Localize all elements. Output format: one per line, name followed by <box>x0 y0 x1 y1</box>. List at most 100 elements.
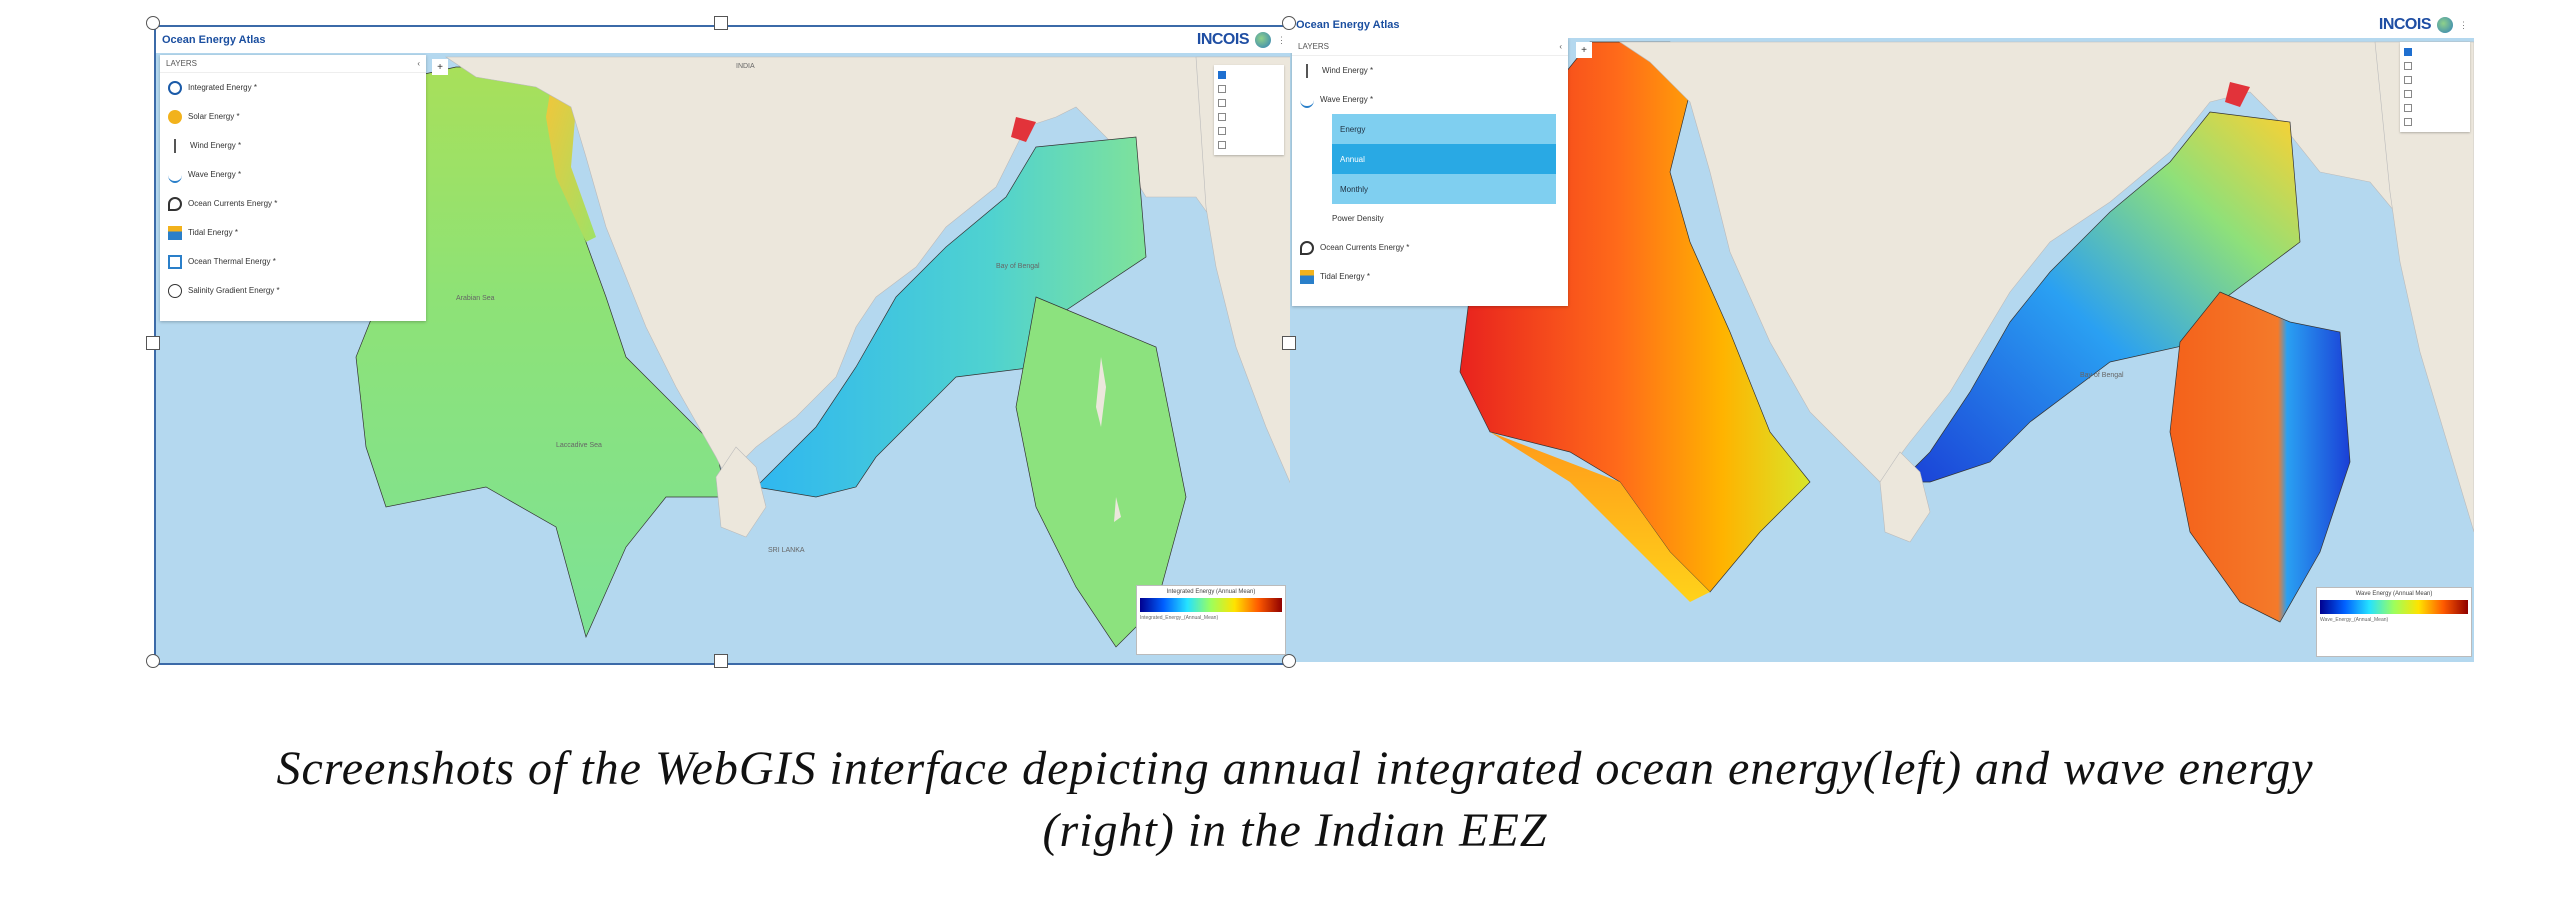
layer-wind-energy[interactable]: Wind Energy * <box>1292 56 1568 85</box>
basemap-option[interactable] <box>2404 73 2466 87</box>
left-layers-panel: LAYERS ‹ Integrated Energy * Solar Energ… <box>160 55 426 321</box>
wave-energy-map <box>1290 12 2474 662</box>
figure-caption: Screenshots of the WebGIS interface depi… <box>60 738 2530 862</box>
wave-icon <box>168 167 182 183</box>
integrated-energy-map <box>156 27 1292 663</box>
resize-handle-top-left[interactable] <box>146 16 160 30</box>
submenu-annual[interactable]: Annual <box>1332 144 1556 174</box>
legend-title: Wave Energy (Annual Mean) <box>2355 591 2433 597</box>
place-label-arabian-sea: Arabian Sea <box>456 295 495 302</box>
left-app-header: Ocean Energy Atlas INCOIS ⋮ <box>156 27 1292 53</box>
nicobar-islands <box>1114 497 1121 522</box>
layer-label: Integrated Energy * <box>188 83 257 92</box>
andaman-eez-region <box>2169 291 2351 623</box>
layer-integrated-energy[interactable]: Integrated Energy * <box>160 73 426 102</box>
right-layers-panel: LAYERS ‹ Wind Energy * Wave Energy * Ene… <box>1292 38 1568 306</box>
right-webgis-screenshot: Ocean Energy Atlas INCOIS ⋮ LAYERS ‹ Win… <box>1290 12 2474 662</box>
basemap-option[interactable] <box>1218 82 1280 96</box>
layer-label: Tidal Energy * <box>1320 272 1370 281</box>
bengal-delta-marker <box>2225 82 2250 107</box>
collapse-icon[interactable]: ‹ <box>417 59 420 68</box>
basemap-option[interactable] <box>2404 59 2466 73</box>
wave-energy-submenu: Energy Annual Monthly <box>1332 114 1556 204</box>
layer-label: Salinity Gradient Energy * <box>188 286 280 295</box>
layer-wave-energy[interactable]: Wave Energy * <box>1292 85 1568 114</box>
app-title: Ocean Energy Atlas <box>1296 19 1400 31</box>
layer-ocean-currents[interactable]: Ocean Currents Energy * <box>160 189 426 218</box>
legend-title: Integrated Energy (Annual Mean) <box>1166 589 1256 595</box>
wind-turbine-icon <box>174 138 178 153</box>
submenu-energy[interactable]: Energy <box>1340 124 1366 134</box>
sun-icon <box>168 109 182 124</box>
legend-variable: Wave_Energy_(Annual_Mean) <box>2320 617 2389 623</box>
current-icon <box>1300 240 1314 255</box>
west-coast-strip <box>546 87 596 242</box>
resize-handle-bottom-left[interactable] <box>146 654 160 668</box>
legend-color-bar <box>1140 598 1282 612</box>
basemap-option[interactable] <box>1218 138 1280 152</box>
layer-tidal-energy[interactable]: Tidal Energy * <box>160 218 426 247</box>
myanmar-landmass <box>2374 41 2474 533</box>
basemap-option[interactable] <box>1218 68 1280 82</box>
basemap-option[interactable] <box>1218 110 1280 124</box>
resize-handle-top-right[interactable] <box>1282 16 1296 30</box>
myanmar-landmass <box>1195 56 1292 488</box>
legend-color-bar <box>2320 600 2468 614</box>
layer-tidal-energy[interactable]: Tidal Energy * <box>1292 262 1568 291</box>
layer-label: Solar Energy * <box>188 112 240 121</box>
submenu-power-density[interactable]: Power Density <box>1292 204 1568 233</box>
place-label-laccadive-sea: Laccadive Sea <box>556 442 602 449</box>
panel-header: LAYERS ‹ <box>1292 38 1568 56</box>
thermal-icon <box>168 254 182 269</box>
layer-label: Ocean Currents Energy * <box>188 199 278 208</box>
menu-icon[interactable]: ⋮ <box>2459 19 2468 30</box>
sri-lanka-landmass <box>1879 451 1931 543</box>
bengal-delta-marker <box>1011 117 1036 142</box>
layer-wave-energy[interactable]: Wave Energy * <box>160 160 426 189</box>
left-webgis-screenshot: Ocean Energy Atlas INCOIS ⋮ LAYERS ‹ Int… <box>154 25 1294 665</box>
place-label-bay-of-bengal: Bay of Bengal <box>2080 372 2124 379</box>
basemap-option[interactable] <box>1218 124 1280 138</box>
globe-icon[interactable] <box>2437 17 2453 33</box>
basemap-option[interactable] <box>2404 45 2466 59</box>
basemap-option[interactable] <box>2404 101 2466 115</box>
resize-handle-left[interactable] <box>146 336 160 350</box>
incois-logo: INCOIS <box>2378 16 2432 33</box>
header-right: INCOIS ⋮ <box>1197 31 1286 49</box>
submenu-monthly[interactable]: Monthly <box>1340 184 1369 194</box>
basemap-option[interactable] <box>2404 87 2466 101</box>
basemap-option[interactable] <box>1218 96 1280 110</box>
place-label-india: INDIA <box>736 63 755 70</box>
menu-icon[interactable]: ⋮ <box>1277 34 1286 45</box>
resize-handle-bottom[interactable] <box>714 654 728 668</box>
resize-handle-right[interactable] <box>1282 336 1296 350</box>
header-right: INCOIS ⋮ <box>2379 16 2468 34</box>
basemap-option[interactable] <box>2404 115 2466 129</box>
legend-variable: Integrated_Energy_(Annual_Mean) <box>1140 615 1219 621</box>
resize-handle-top[interactable] <box>714 16 728 30</box>
layer-ocean-thermal[interactable]: Ocean Thermal Energy * <box>160 247 426 276</box>
wave-energy-legend: Wave Energy (Annual Mean) Wave_Energy_(A… <box>2316 587 2472 657</box>
collapse-icon[interactable]: ‹ <box>1559 42 1562 51</box>
layer-label: Ocean Thermal Energy * <box>188 257 276 266</box>
globe-icon[interactable] <box>1255 32 1271 48</box>
zoom-in-button[interactable]: + <box>432 59 448 75</box>
layer-salinity-gradient[interactable]: Salinity Gradient Energy * <box>160 276 426 305</box>
layer-wind-energy[interactable]: Wind Energy * <box>160 131 426 160</box>
tide-icon <box>168 225 182 240</box>
east-eez-region <box>1899 111 2301 483</box>
caption-line-2: (right) in the Indian EEZ <box>1042 804 1548 857</box>
resize-handle-bottom-right[interactable] <box>1282 654 1296 668</box>
caption-line-1: Screenshots of the WebGIS interface depi… <box>276 742 2314 795</box>
salinity-icon <box>168 283 182 298</box>
zoom-in-button[interactable]: + <box>1576 42 1592 58</box>
wave-icon <box>1300 92 1314 108</box>
wind-turbine-icon <box>1306 63 1310 78</box>
incois-logo: INCOIS <box>1196 31 1250 48</box>
layer-ocean-currents[interactable]: Ocean Currents Energy * <box>1292 233 1568 262</box>
basemap-options <box>2400 42 2470 132</box>
panel-header: LAYERS ‹ <box>160 55 426 73</box>
layer-label: Tidal Energy * <box>188 228 238 237</box>
right-app-header: Ocean Energy Atlas INCOIS ⋮ <box>1290 12 2474 38</box>
layer-solar-energy[interactable]: Solar Energy * <box>160 102 426 131</box>
